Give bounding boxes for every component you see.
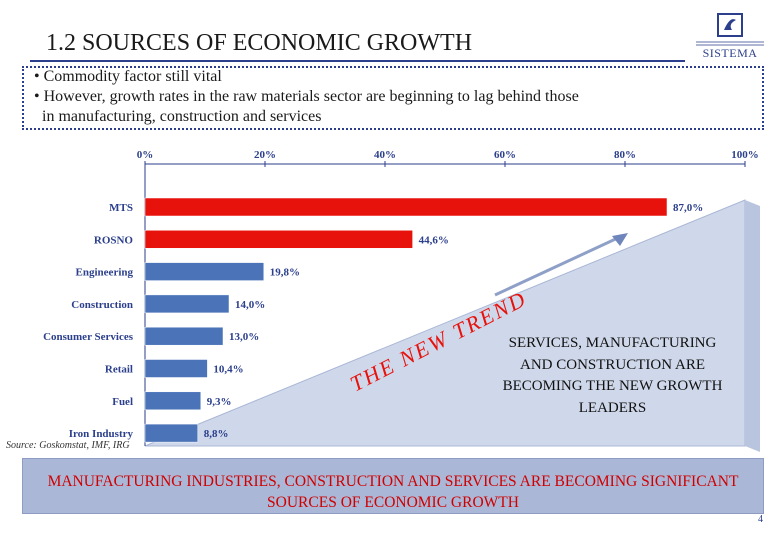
source-note: Source: Goskomstat, IMF, IRG <box>6 440 130 451</box>
services-callout: SERVICES, MANUFACTURING AND CONSTRUCTION… <box>502 335 723 416</box>
page-title: 1.2 SOURCES OF ECONOMIC GROWTH <box>46 30 473 56</box>
x-tick-label: 20% <box>254 149 276 161</box>
value-label: 9,3% <box>207 396 232 408</box>
category-label: ROSNO <box>94 234 134 246</box>
bottom-banner-text: MANUFACTURING INDUSTRIES, CONSTRUCTION A… <box>47 473 739 511</box>
value-label: 87,0% <box>673 202 703 214</box>
bar <box>144 197 668 217</box>
bar <box>144 326 224 346</box>
category-label: MTS <box>109 202 133 214</box>
trend-arrow-head <box>612 233 628 246</box>
category-label: Iron Industry <box>69 428 134 440</box>
sistema-logo: SISTEMA <box>690 10 770 62</box>
x-tick-label: 40% <box>374 149 396 161</box>
bar <box>144 423 199 443</box>
bar <box>144 391 202 411</box>
bar <box>144 359 208 378</box>
bullet-item: in manufacturing, construction and servi… <box>34 108 322 125</box>
logo-text: SISTEMA <box>702 46 758 60</box>
trend-triangle-side <box>745 200 760 452</box>
title-divider <box>30 60 685 62</box>
value-label: 13,0% <box>229 331 259 343</box>
bullet-item: • Commodity factor still vital <box>34 68 222 85</box>
bar <box>144 230 413 249</box>
bullet-box: • Commodity factor still vital • However… <box>22 66 764 130</box>
category-label: Construction <box>71 299 133 311</box>
bullet-item: • However, growth rates in the raw mater… <box>34 88 579 105</box>
x-tick-label: 100% <box>731 149 759 161</box>
value-label: 19,8% <box>270 267 300 279</box>
bar <box>144 262 265 281</box>
x-tick-label: 80% <box>614 149 636 161</box>
x-tick-label: 0% <box>137 149 154 161</box>
page-number: 4 <box>758 514 763 525</box>
category-label: Engineering <box>76 267 134 279</box>
sistema-logo-icon <box>696 13 764 46</box>
value-label: 14,0% <box>235 299 265 311</box>
value-label: 10,4% <box>213 364 243 376</box>
value-label: 44,6% <box>419 234 449 246</box>
trend-arrow <box>494 234 623 297</box>
bottom-banner: MANUFACTURING INDUSTRIES, CONSTRUCTION A… <box>22 458 764 514</box>
category-label: Consumer Services <box>43 331 134 343</box>
category-label: Fuel <box>112 396 133 408</box>
bar <box>144 294 230 314</box>
category-label: Retail <box>105 364 133 376</box>
value-label: 8,8% <box>204 428 229 440</box>
x-tick-label: 60% <box>494 149 516 161</box>
